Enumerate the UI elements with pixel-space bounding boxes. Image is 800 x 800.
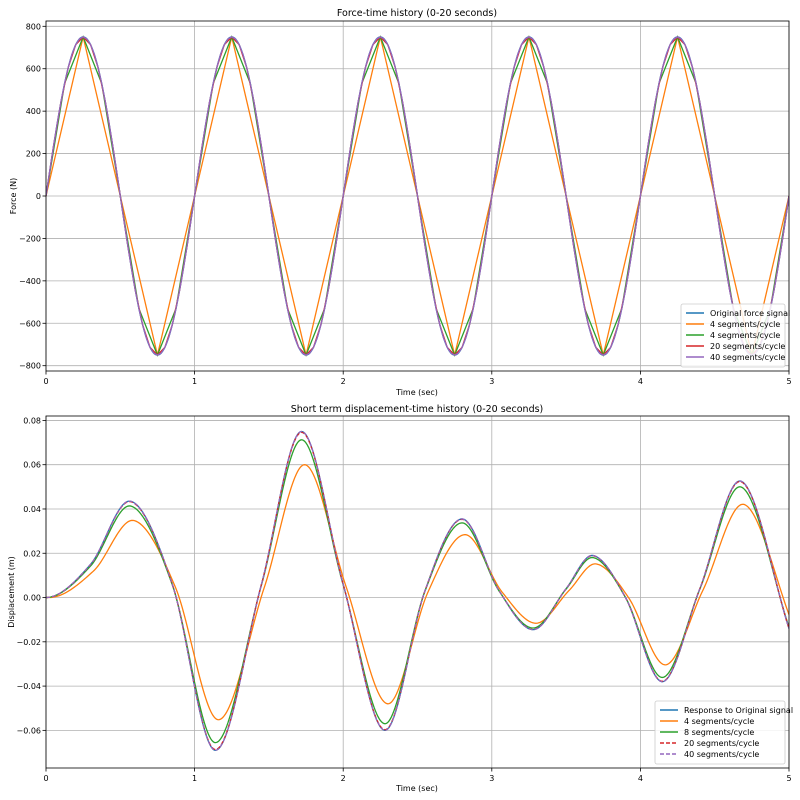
y-tick-label: −800 — [19, 362, 41, 371]
displacement-chart-title: Short term displacement-time history (0-… — [291, 404, 544, 415]
y-tick-label: 0.08 — [23, 416, 41, 425]
x-tick-label: 4 — [638, 377, 643, 386]
y-tick-label: 600 — [26, 65, 41, 74]
y-tick-label: 0.04 — [23, 505, 41, 514]
x-tick-label: 2 — [341, 377, 346, 386]
y-tick-label: 0.00 — [23, 594, 41, 603]
x-tick-label: 0 — [43, 774, 48, 783]
x-tick-label: 5 — [786, 774, 791, 783]
displacement-plot-frame — [45, 415, 790, 769]
y-tick-label: 0.06 — [23, 461, 41, 470]
displacement-series — [46, 430, 789, 751]
y-tick-label: 400 — [26, 107, 41, 116]
x-tick-label: 5 — [786, 377, 791, 386]
y-tick-label: −600 — [19, 319, 41, 328]
legend-box — [654, 700, 786, 765]
force-legend: Original force signal 4 segments/cycle 4 s… — [680, 303, 790, 368]
x-tick-label: 3 — [489, 774, 494, 783]
legend-label: Original force signal — [710, 309, 790, 318]
force-chart-title: Force-time history (0-20 seconds) — [337, 8, 497, 19]
legend-label: 40 segments/cycle — [684, 750, 759, 759]
y-tick-label: −0.04 — [16, 682, 41, 691]
series-line-5 — [46, 36, 789, 356]
force-ticks: 0 1 2 3 4 5 −800 −600 −400 −200 0 200 400 600 800 — [19, 22, 792, 386]
force-plot-frame — [45, 20, 790, 372]
legend-label: 20 segments/cycle — [684, 739, 759, 748]
x-tick-label: 3 — [489, 377, 494, 386]
x-tick-label: 2 — [341, 774, 346, 783]
y-tick-label: −0.06 — [16, 726, 41, 735]
legend-label: 40 segments/cycle — [710, 353, 785, 362]
y-tick-label: −0.02 — [16, 638, 41, 647]
displacement-ticks: 0 1 2 3 4 5 −0.06 −0.04 −0.02 0.00 0.02 0.04 0.06 0.0… — [16, 416, 791, 783]
displacement-chart-xlabel: Time (sec) — [395, 784, 438, 793]
series-line-2 — [46, 464, 789, 721]
displacement-chart: Short term displacement-time history (0-… — [7, 404, 793, 793]
x-tick-label: 0 — [43, 377, 48, 386]
legend-label: 4 segments/cycle — [684, 717, 754, 726]
y-tick-label: −400 — [19, 277, 41, 286]
legend-label: 4 segments/cycle — [710, 331, 780, 340]
legend-box — [680, 303, 786, 368]
displacement-legend: Response to Original signal 4 segments/cy… — [654, 700, 793, 765]
y-tick-label: 800 — [26, 22, 41, 31]
y-tick-label: 0 — [36, 192, 41, 201]
x-tick-label: 4 — [638, 774, 643, 783]
y-tick-label: −200 — [19, 234, 41, 243]
displacement-chart-ylabel: Displacement (m) — [7, 556, 16, 628]
legend-label: 8 segments/cycle — [684, 728, 754, 737]
legend-label: 20 segments/cycle — [710, 342, 785, 351]
y-tick-label: 200 — [26, 150, 41, 159]
force-series — [46, 35, 789, 357]
x-tick-label: 1 — [192, 774, 197, 783]
series-line-5 — [46, 430, 789, 751]
force-chart-xlabel: Time (sec) — [395, 388, 438, 397]
x-tick-label: 1 — [192, 377, 197, 386]
y-tick-label: 0.02 — [23, 549, 41, 558]
legend-label: Response to Original signal — [684, 706, 793, 715]
force-chart: Force-time history (0-20 seconds) Time (… — [9, 8, 792, 397]
legend-label: 4 segments/cycle — [710, 320, 780, 329]
force-chart-ylabel: Force (N) — [9, 178, 18, 214]
